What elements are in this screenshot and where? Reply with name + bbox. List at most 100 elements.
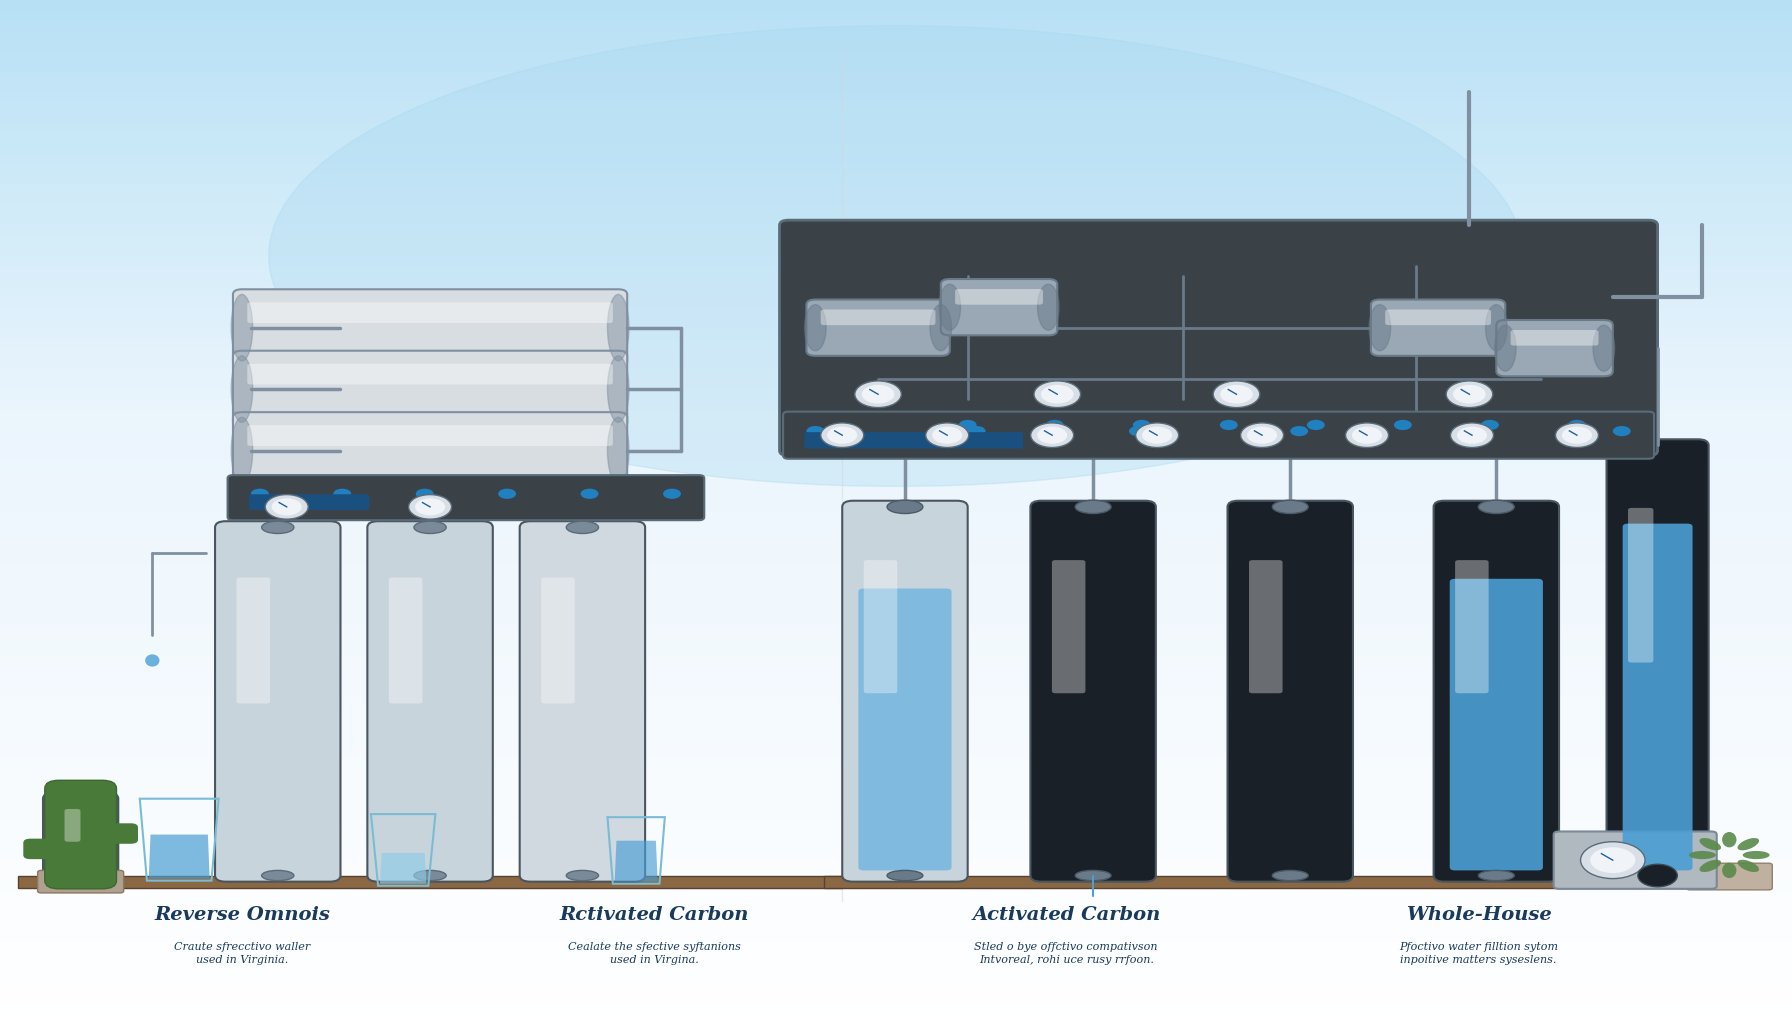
Circle shape	[806, 426, 824, 436]
Circle shape	[1041, 385, 1073, 403]
Bar	[0, 174, 1792, 184]
Ellipse shape	[939, 284, 961, 330]
Circle shape	[1457, 427, 1487, 443]
Bar	[0, 963, 1792, 973]
Bar	[0, 369, 1792, 379]
Circle shape	[663, 488, 681, 499]
Bar	[0, 768, 1792, 778]
Bar	[0, 297, 1792, 307]
FancyBboxPatch shape	[1030, 501, 1156, 882]
Ellipse shape	[1722, 831, 1736, 848]
Ellipse shape	[1699, 860, 1720, 872]
Bar	[0, 420, 1792, 430]
FancyBboxPatch shape	[249, 495, 369, 510]
Bar	[0, 236, 1792, 246]
Circle shape	[1568, 420, 1586, 430]
FancyBboxPatch shape	[1385, 309, 1491, 326]
Ellipse shape	[607, 356, 629, 422]
Bar	[0, 788, 1792, 799]
Circle shape	[959, 420, 977, 430]
Ellipse shape	[1495, 325, 1516, 371]
Ellipse shape	[1272, 870, 1308, 881]
Bar	[0, 256, 1792, 266]
Bar	[0, 205, 1792, 215]
Circle shape	[251, 488, 269, 499]
Circle shape	[1351, 427, 1382, 443]
FancyBboxPatch shape	[389, 578, 423, 703]
Bar	[0, 829, 1792, 840]
FancyBboxPatch shape	[1052, 560, 1086, 693]
Bar	[0, 584, 1792, 594]
Bar	[0, 860, 1792, 870]
Circle shape	[1590, 847, 1636, 873]
Bar	[0, 41, 1792, 51]
Circle shape	[1034, 381, 1081, 408]
FancyBboxPatch shape	[864, 560, 898, 693]
Bar	[0, 492, 1792, 502]
Circle shape	[1290, 426, 1308, 436]
Ellipse shape	[887, 501, 923, 514]
FancyBboxPatch shape	[821, 309, 935, 326]
FancyBboxPatch shape	[65, 809, 81, 842]
Bar	[0, 215, 1792, 225]
FancyBboxPatch shape	[941, 279, 1057, 335]
Ellipse shape	[1738, 838, 1760, 850]
FancyBboxPatch shape	[1629, 508, 1654, 663]
Circle shape	[1555, 423, 1598, 447]
Bar	[0, 717, 1792, 727]
Ellipse shape	[262, 521, 294, 534]
Circle shape	[862, 385, 894, 403]
Text: Pfoctivo water filltion sytom
inpoitive matters syseslens.: Pfoctivo water filltion sytom inpoitive …	[1400, 942, 1557, 966]
Bar	[0, 430, 1792, 440]
Ellipse shape	[1478, 870, 1514, 881]
Circle shape	[1213, 381, 1260, 408]
Circle shape	[272, 499, 301, 515]
Bar	[0, 307, 1792, 317]
Bar	[0, 440, 1792, 451]
Bar	[0, 461, 1792, 471]
FancyBboxPatch shape	[805, 432, 1023, 449]
Bar	[0, 225, 1792, 236]
Circle shape	[828, 427, 857, 443]
Bar	[0, 154, 1792, 164]
Bar	[0, 287, 1792, 297]
Bar	[0, 143, 1792, 154]
Bar	[0, 123, 1792, 133]
Bar	[0, 932, 1792, 942]
FancyBboxPatch shape	[38, 870, 124, 893]
Bar	[0, 911, 1792, 922]
Bar	[0, 748, 1792, 758]
Circle shape	[1563, 427, 1591, 443]
Ellipse shape	[930, 305, 952, 350]
Bar	[0, 61, 1792, 72]
Bar	[0, 1014, 1792, 1024]
Circle shape	[1346, 423, 1389, 447]
Bar	[0, 696, 1792, 707]
Bar	[0, 809, 1792, 819]
Bar	[824, 876, 1756, 888]
Ellipse shape	[231, 295, 253, 360]
Circle shape	[1306, 420, 1324, 430]
Bar	[0, 399, 1792, 410]
Ellipse shape	[1478, 501, 1514, 514]
Ellipse shape	[231, 418, 253, 483]
Text: Stled o bye offctivo compativson
Intvoreal, rohi uce rusy rrfoon.: Stled o bye offctivo compativson Intvore…	[975, 942, 1158, 966]
Bar	[0, 819, 1792, 829]
Bar	[0, 604, 1792, 614]
Ellipse shape	[1486, 305, 1507, 350]
FancyBboxPatch shape	[88, 823, 138, 844]
Bar	[0, 328, 1792, 338]
Ellipse shape	[1075, 870, 1111, 881]
Ellipse shape	[566, 521, 599, 534]
Bar	[0, 113, 1792, 123]
Circle shape	[926, 423, 969, 447]
Bar	[0, 133, 1792, 143]
FancyBboxPatch shape	[1511, 330, 1598, 346]
Circle shape	[1136, 423, 1179, 447]
Bar	[0, 348, 1792, 358]
Bar	[0, 707, 1792, 717]
Text: Cealate the sfective syftanions
used in Virgina.: Cealate the sfective syftanions used in …	[568, 942, 740, 966]
Circle shape	[1452, 426, 1469, 436]
Bar	[0, 164, 1792, 174]
Text: Reverse Omnois: Reverse Omnois	[154, 906, 330, 925]
